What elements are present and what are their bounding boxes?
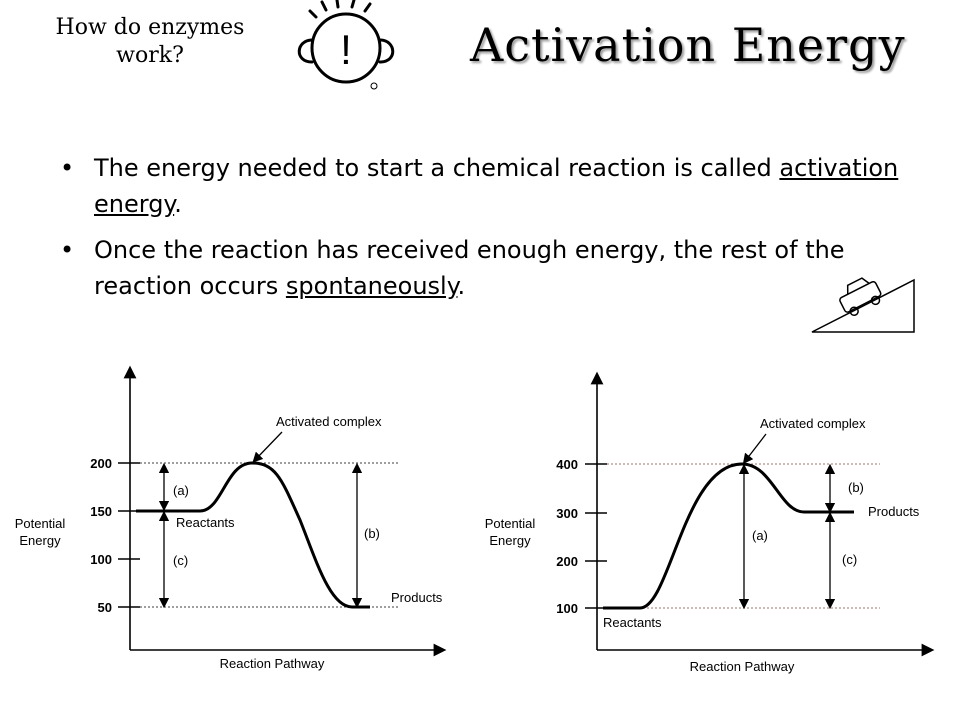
y-tick-label: 100 bbox=[90, 552, 112, 567]
key-term: activation energy bbox=[94, 154, 899, 218]
key-term: spontaneously bbox=[285, 272, 458, 300]
y-tick-label: 100 bbox=[556, 601, 578, 616]
corner-title-line-1: How do enzymes bbox=[55, 15, 245, 40]
corner-title: How do enzymes work? bbox=[30, 14, 270, 70]
y-tick-label: 400 bbox=[556, 457, 578, 472]
label-c: (c) bbox=[842, 552, 857, 567]
exclamation-face-icon: ! bbox=[297, 0, 395, 90]
x-axis-label: Reaction Pathway bbox=[690, 659, 795, 674]
reactants-label: Reactants bbox=[603, 615, 662, 630]
mascot-mark: ! bbox=[340, 26, 352, 73]
page-title: Activation Energy bbox=[470, 18, 906, 72]
y-axis-label: Energy bbox=[19, 533, 61, 548]
bullet-item: The energy needed to start a chemical re… bbox=[60, 150, 900, 222]
bullet-list: The energy needed to start a chemical re… bbox=[60, 150, 900, 314]
label-a: (a) bbox=[173, 483, 189, 498]
bullet-item: Once the reaction has received enough en… bbox=[60, 232, 900, 304]
products-label: Products bbox=[868, 504, 920, 519]
y-axis-label: Energy bbox=[489, 533, 531, 548]
label-c: (c) bbox=[173, 553, 188, 568]
y-tick-label: 150 bbox=[90, 504, 112, 519]
y-tick-label: 200 bbox=[90, 456, 112, 471]
label-a: (a) bbox=[752, 528, 768, 543]
corner-title-line-2: work? bbox=[116, 43, 184, 68]
x-axis-label: Reaction Pathway bbox=[220, 656, 325, 671]
y-tick-label: 50 bbox=[98, 600, 112, 615]
energy-diagram-exothermic: 200 150 100 50 Potential Energy Reaction… bbox=[15, 365, 447, 671]
y-axis-label: Potential bbox=[15, 516, 66, 531]
label-b: (b) bbox=[848, 480, 864, 495]
car-on-ramp-icon bbox=[811, 277, 915, 333]
label-b: (b) bbox=[364, 526, 380, 541]
y-axis-label: Potential bbox=[485, 516, 536, 531]
activated-complex-label: Activated complex bbox=[276, 414, 382, 429]
products-label: Products bbox=[391, 590, 443, 605]
y-tick-label: 200 bbox=[556, 554, 578, 569]
activated-complex-label: Activated complex bbox=[760, 416, 866, 431]
reactants-label: Reactants bbox=[176, 515, 235, 530]
y-tick-label: 300 bbox=[556, 506, 578, 521]
energy-diagram-endothermic: 400 300 200 100 Potential Energy Reactio… bbox=[485, 371, 935, 674]
